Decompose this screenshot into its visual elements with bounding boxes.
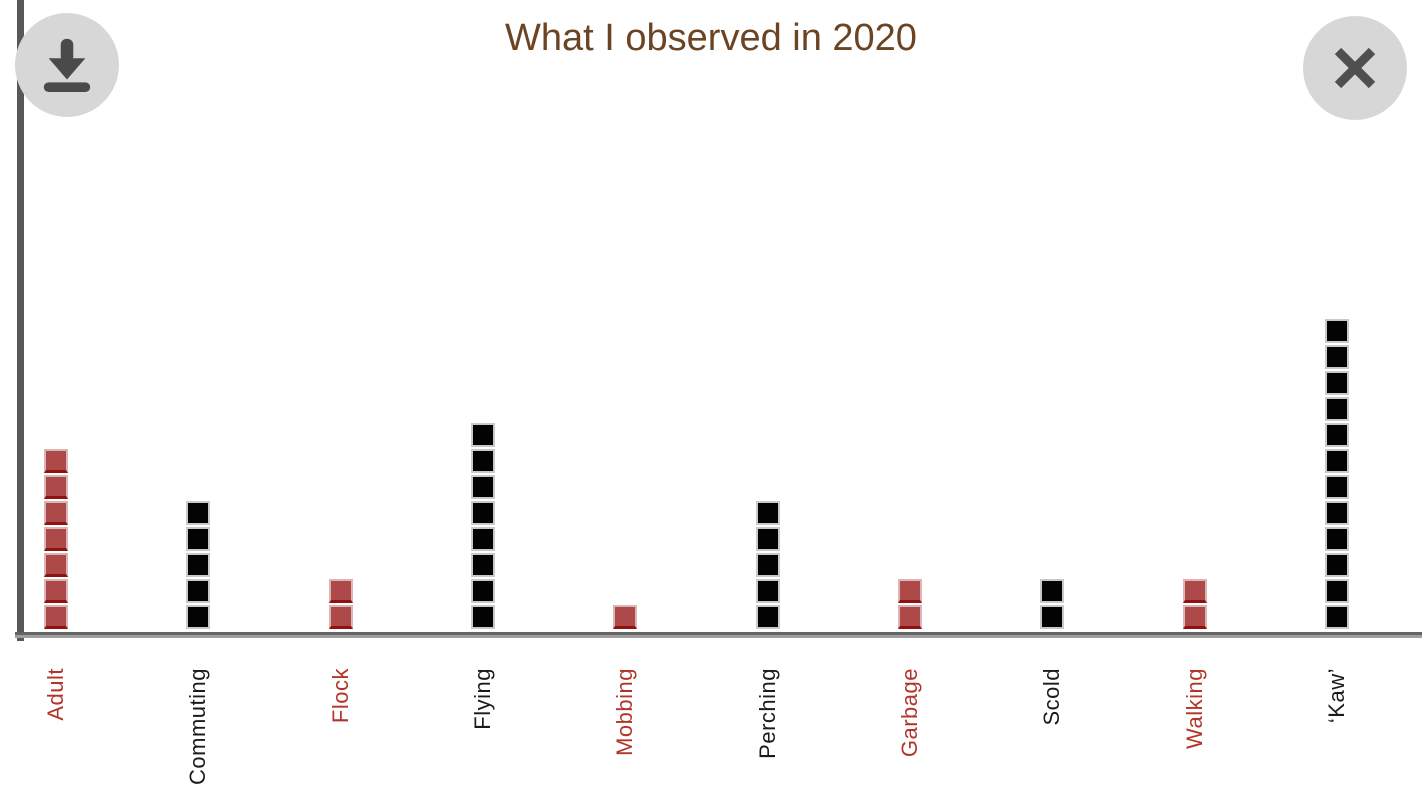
observation-square <box>755 553 780 577</box>
x-axis-label-flying: Flying <box>470 668 496 730</box>
observation-square <box>1324 527 1349 551</box>
observation-square <box>1324 371 1349 395</box>
x-axis-label-kaw: ‘Kaw’ <box>1323 668 1349 724</box>
x-label-cell-perching: Perching <box>696 668 838 785</box>
observation-square <box>471 423 496 447</box>
observation-square <box>328 605 353 629</box>
bar-column-scold <box>981 0 1123 630</box>
x-label-cell-mobbing: Mobbing <box>554 668 696 785</box>
chart-bars-area <box>0 0 1408 630</box>
observation-square <box>471 605 496 629</box>
x-axis-line <box>15 632 1422 638</box>
observation-square <box>186 527 211 551</box>
observation-square <box>471 553 496 577</box>
observation-square <box>755 501 780 525</box>
x-label-cell-garbage: Garbage <box>839 668 981 785</box>
x-label-cell-scold: Scold <box>981 668 1123 785</box>
observation-square <box>44 527 69 551</box>
bar-column-mobbing <box>554 0 696 630</box>
x-axis-label-walking: Walking <box>1181 668 1207 749</box>
observation-square <box>1324 501 1349 525</box>
observation-square <box>44 501 69 525</box>
observation-square <box>1040 579 1065 603</box>
close-icon <box>1332 45 1378 91</box>
observation-square <box>44 553 69 577</box>
x-axis-label-scold: Scold <box>1039 668 1065 726</box>
observation-square <box>1324 449 1349 473</box>
bar-column-kaw <box>1266 0 1408 630</box>
close-button[interactable] <box>1303 16 1407 120</box>
observation-square <box>1324 397 1349 421</box>
x-label-cell-kaw: ‘Kaw’ <box>1266 668 1408 785</box>
observation-square <box>755 579 780 603</box>
download-button[interactable] <box>15 13 119 117</box>
observation-square <box>755 605 780 629</box>
bar-column-walking <box>1123 0 1265 630</box>
observation-square <box>1324 579 1349 603</box>
observation-square <box>1324 319 1349 343</box>
y-axis-line <box>17 0 24 641</box>
observation-square <box>186 579 211 603</box>
x-axis-labels: Adult Commuting Flock Flying Mobbing Perching… <box>0 668 1408 785</box>
bar-column-flying <box>412 0 554 630</box>
x-axis-label-garbage: Garbage <box>896 668 922 758</box>
observation-square <box>1324 475 1349 499</box>
download-icon <box>38 37 96 93</box>
x-axis-label-mobbing: Mobbing <box>612 668 638 756</box>
bar-column-garbage <box>839 0 981 630</box>
observation-square <box>44 605 69 629</box>
observation-square <box>897 579 922 603</box>
observation-square <box>897 605 922 629</box>
bar-column-commuting <box>127 0 269 630</box>
observation-square <box>186 553 211 577</box>
observation-square <box>44 579 69 603</box>
observation-square <box>44 475 69 499</box>
observation-square <box>613 605 638 629</box>
observation-square <box>1182 579 1207 603</box>
x-label-cell-commuting: Commuting <box>127 668 269 785</box>
bar-column-perching <box>696 0 838 630</box>
x-axis-label-adult: Adult <box>43 668 69 721</box>
observation-square <box>44 449 69 473</box>
observation-square <box>1324 553 1349 577</box>
observation-square <box>755 527 780 551</box>
observation-square <box>1324 605 1349 629</box>
x-label-cell-adult: Adult <box>0 668 127 785</box>
x-axis-label-perching: Perching <box>754 668 780 759</box>
bar-column-adult <box>0 0 127 630</box>
observation-square <box>186 605 211 629</box>
observation-square <box>471 579 496 603</box>
bar-column-flock <box>270 0 412 630</box>
observation-square <box>1324 345 1349 369</box>
x-axis-label-flock: Flock <box>327 668 353 724</box>
observation-square <box>186 501 211 525</box>
x-label-cell-walking: Walking <box>1123 668 1265 785</box>
observation-square <box>471 501 496 525</box>
observation-square <box>1040 605 1065 629</box>
observation-square <box>471 527 496 551</box>
observation-square <box>1182 605 1207 629</box>
x-label-cell-flying: Flying <box>412 668 554 785</box>
x-axis-label-commuting: Commuting <box>185 668 211 785</box>
observation-square <box>328 579 353 603</box>
observation-square <box>471 449 496 473</box>
observation-square <box>1324 423 1349 447</box>
observation-square <box>471 475 496 499</box>
chart-title: What I observed in 2020 <box>505 17 917 59</box>
x-label-cell-flock: Flock <box>270 668 412 785</box>
